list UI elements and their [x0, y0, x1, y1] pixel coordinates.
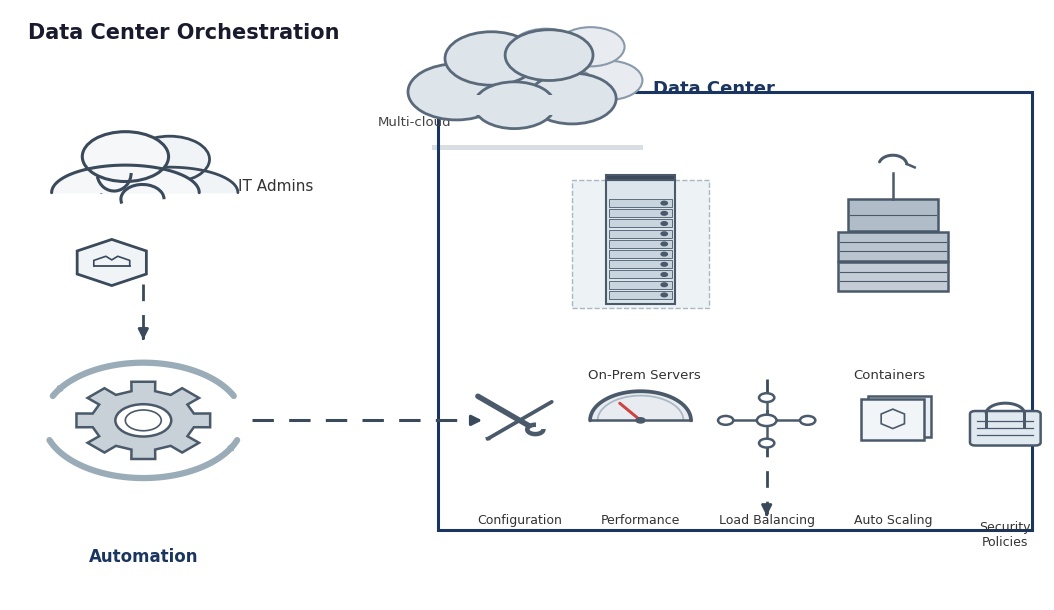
Circle shape — [759, 439, 775, 448]
Circle shape — [474, 82, 554, 129]
Circle shape — [759, 393, 775, 402]
Circle shape — [514, 37, 613, 93]
Circle shape — [82, 132, 169, 182]
Circle shape — [115, 404, 171, 437]
Circle shape — [661, 242, 667, 246]
Circle shape — [661, 232, 667, 235]
Bar — [838, 232, 948, 260]
FancyBboxPatch shape — [970, 411, 1040, 445]
Circle shape — [661, 212, 667, 215]
Circle shape — [574, 61, 643, 100]
Polygon shape — [590, 391, 691, 420]
Bar — [838, 262, 948, 291]
Bar — [609, 209, 671, 217]
Bar — [606, 180, 675, 304]
Circle shape — [505, 30, 593, 81]
Bar — [609, 220, 671, 228]
Text: Data Center Orchestration: Data Center Orchestration — [27, 23, 339, 43]
Text: Configuration: Configuration — [477, 514, 562, 528]
Text: IT Admins: IT Admins — [238, 179, 313, 194]
Bar — [432, 145, 643, 150]
Text: Auto Scaling: Auto Scaling — [854, 514, 932, 528]
Text: Security
Policies: Security Policies — [979, 520, 1031, 548]
Text: On-Prem Servers: On-Prem Servers — [588, 369, 701, 382]
Circle shape — [451, 41, 578, 115]
Bar — [609, 229, 671, 238]
Circle shape — [528, 73, 617, 124]
Circle shape — [718, 416, 734, 425]
Polygon shape — [52, 165, 199, 193]
Bar — [847, 199, 938, 231]
Circle shape — [661, 273, 667, 276]
Polygon shape — [77, 239, 147, 285]
Bar — [609, 281, 671, 289]
Bar — [437, 93, 1032, 529]
Text: Automation: Automation — [89, 548, 198, 566]
Polygon shape — [486, 436, 492, 440]
Circle shape — [482, 54, 557, 97]
Circle shape — [661, 262, 667, 266]
Bar — [609, 250, 671, 258]
Polygon shape — [101, 167, 238, 193]
Circle shape — [510, 29, 582, 70]
Bar — [861, 399, 924, 440]
Circle shape — [661, 221, 667, 225]
Polygon shape — [77, 382, 210, 459]
Bar — [867, 396, 931, 437]
Circle shape — [445, 32, 538, 85]
Bar — [433, 95, 596, 115]
Bar — [609, 240, 671, 248]
Text: Containers: Containers — [854, 369, 925, 382]
Bar — [609, 260, 671, 268]
Bar — [502, 77, 626, 93]
Bar — [609, 291, 671, 299]
Text: Data Center: Data Center — [653, 81, 775, 98]
Circle shape — [661, 293, 667, 296]
Circle shape — [661, 201, 667, 205]
Circle shape — [800, 416, 816, 425]
Circle shape — [757, 415, 777, 426]
Circle shape — [532, 68, 596, 104]
Circle shape — [408, 64, 505, 120]
Circle shape — [557, 27, 625, 66]
Text: Multi-cloud: Multi-cloud — [377, 117, 451, 129]
Circle shape — [130, 136, 210, 182]
Circle shape — [661, 283, 667, 287]
Bar — [609, 199, 671, 207]
Bar — [572, 180, 709, 307]
Text: Performance: Performance — [601, 514, 680, 528]
Text: Load Balancing: Load Balancing — [719, 514, 815, 528]
Bar — [609, 270, 671, 278]
Bar — [606, 175, 675, 180]
Circle shape — [636, 418, 645, 423]
Circle shape — [661, 253, 667, 256]
